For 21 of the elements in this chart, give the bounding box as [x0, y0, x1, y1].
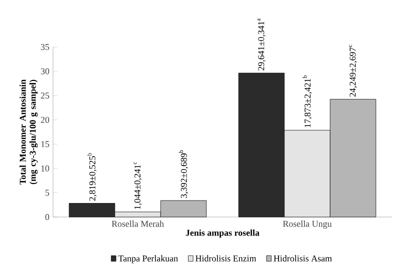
data-label: 2,819±0,525$^{b}$ — [87, 153, 97, 201]
y-tick-label: 20 — [40, 116, 50, 123]
legend-label: Tanpa Perlakuan — [118, 255, 178, 264]
data-label: 17,873±2,421$^{b}$ — [302, 75, 312, 128]
y-tick-label: 5 — [46, 190, 50, 196]
y-tick-label: 15 — [41, 141, 50, 148]
y-tick-label: 35 — [40, 44, 50, 50]
data-label: 1,044±0,241$^{c}$ — [134, 162, 142, 209]
legend-label: Hidrolisis Asam — [274, 255, 332, 262]
y-tick-label: 10 — [41, 165, 50, 172]
data-label: 24,249±2,697$^{c}$ — [349, 44, 358, 97]
data-label: 29,641±0,341$^{a}$ — [257, 18, 266, 70]
y-tick-label: 25 — [40, 92, 50, 99]
x-tick-label: Rosella Ungu — [282, 220, 332, 229]
legend-label: Hidrolisis Enzim — [196, 255, 256, 262]
x-tick-label: Rosella Merah — [112, 220, 164, 227]
y-tick-label: 30 — [40, 68, 50, 74]
x-axis-title: Jenis ampas rosella — [186, 230, 260, 238]
y-axis-title: Total Monomer Antosianin (mg cy-3-glu/100 g sampel) — [20, 79, 38, 184]
y-tick-label: 0 — [45, 214, 50, 220]
data-label: 3,392±0,689$^{b}$ — [178, 150, 188, 198]
